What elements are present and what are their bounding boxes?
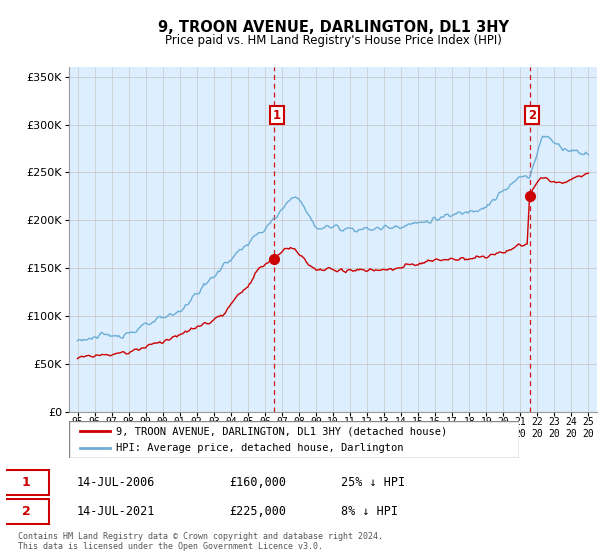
Text: Price paid vs. HM Land Registry's House Price Index (HPI): Price paid vs. HM Land Registry's House … (164, 34, 502, 46)
Text: 25% ↓ HPI: 25% ↓ HPI (341, 476, 405, 489)
Text: 14-JUL-2006: 14-JUL-2006 (77, 476, 155, 489)
Text: 14-JUL-2021: 14-JUL-2021 (77, 505, 155, 518)
FancyBboxPatch shape (3, 500, 49, 524)
Text: 1: 1 (272, 109, 281, 122)
Text: 2: 2 (22, 505, 31, 518)
FancyBboxPatch shape (69, 421, 519, 458)
Text: HPI: Average price, detached house, Darlington: HPI: Average price, detached house, Darl… (116, 443, 404, 452)
Text: £160,000: £160,000 (229, 476, 286, 489)
Text: 2: 2 (528, 109, 536, 122)
Text: £225,000: £225,000 (229, 505, 286, 518)
Text: 1: 1 (22, 476, 31, 489)
Text: 8% ↓ HPI: 8% ↓ HPI (341, 505, 398, 518)
Text: 9, TROON AVENUE, DARLINGTON, DL1 3HY: 9, TROON AVENUE, DARLINGTON, DL1 3HY (158, 20, 509, 35)
FancyBboxPatch shape (3, 470, 49, 494)
Text: Contains HM Land Registry data © Crown copyright and database right 2024.
This d: Contains HM Land Registry data © Crown c… (18, 532, 383, 551)
Text: 9, TROON AVENUE, DARLINGTON, DL1 3HY (detached house): 9, TROON AVENUE, DARLINGTON, DL1 3HY (de… (116, 427, 448, 436)
